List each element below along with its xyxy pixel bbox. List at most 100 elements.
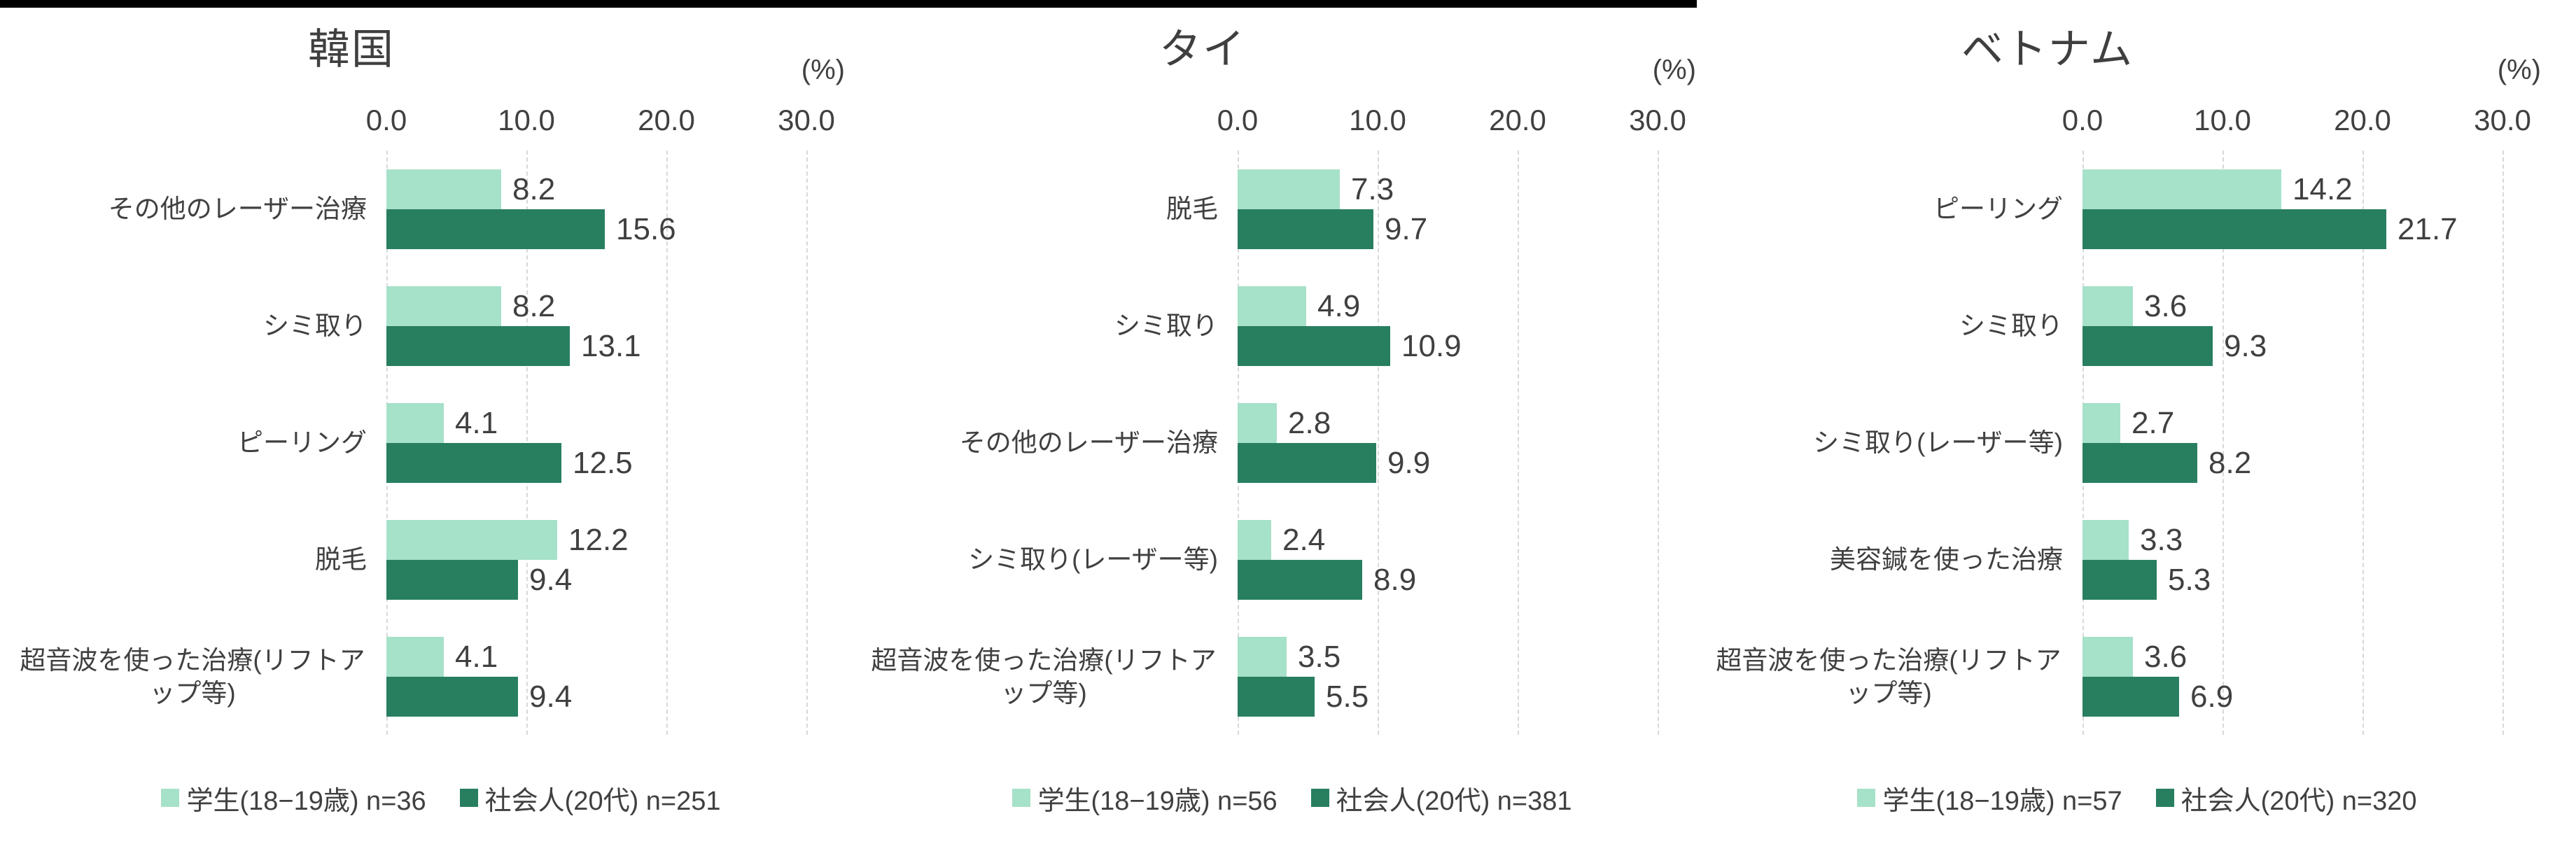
legend-label: 社会人(20代) n=381: [1336, 786, 1572, 816]
legend-label: 社会人(20代) n=320: [2180, 786, 2417, 816]
category-label: シミ取り(レーザー等): [1704, 384, 2073, 501]
category-label: 超音波を使った治療(リフトアップ等): [8, 618, 377, 735]
bar-value-label: 3.5: [1298, 640, 1341, 674]
category-label-text: 脱毛: [315, 545, 367, 574]
category-label-text: シミ取り: [1114, 311, 1218, 340]
bar-adult: [1238, 326, 1390, 366]
category-label: 超音波を使った治療(リフトアップ等): [1704, 618, 2073, 735]
category-label-text: その他のレーザー治療: [959, 428, 1218, 457]
chart-title: タイ: [1159, 26, 1246, 73]
category-label-text: シミ取り: [1959, 311, 2063, 340]
bar-value-label: 4.1: [455, 406, 498, 440]
bar-value-label: 8.2: [2208, 446, 2252, 480]
legend: 学生(18−19歳) n=56 社会人(20代) n=381: [860, 775, 1725, 820]
category-label-text: 超音波を使った治療(リフトアップ等): [871, 645, 1217, 708]
bar-value-label: 4.1: [455, 640, 498, 674]
bar-student: [1238, 169, 1340, 209]
bar-student: [1238, 286, 1306, 326]
bar-value-label: 21.7: [2398, 212, 2458, 246]
category-label: ピーリング: [1704, 150, 2073, 267]
gridline: [666, 150, 668, 735]
axis-tick-label: 0.0: [2062, 104, 2104, 136]
category-label-text: 超音波を使った治療(リフトアップ等): [20, 645, 365, 708]
gridline: [1518, 150, 1519, 735]
category-label-text: 脱毛: [1166, 195, 1218, 223]
gridline: [2362, 150, 2364, 735]
bar-value-label: 9.9: [1387, 446, 1431, 480]
axis-tick-label: 0.0: [1217, 104, 1259, 136]
gridline: [1378, 150, 1379, 735]
bar-adult: [386, 677, 518, 717]
legend-item: 社会人(20代) n=251: [459, 779, 721, 817]
legend-item: 社会人(20代) n=381: [1310, 779, 1572, 817]
bar-adult: [386, 443, 561, 483]
bar-adult: [2082, 326, 2213, 366]
category-label: シミ取り: [860, 267, 1228, 384]
chart-title: ベトナム: [1961, 26, 2134, 73]
legend: 学生(18−19歳) n=57 社会人(20代) n=320: [1704, 775, 2570, 820]
bar-adult: [1238, 677, 1315, 717]
category-label-text: シミ取り(レーザー等): [1813, 428, 2063, 457]
bar-value-label: 3.6: [2144, 289, 2188, 323]
bar-adult: [1238, 209, 1373, 249]
legend-label: 学生(18−19歳) n=56: [1037, 786, 1278, 816]
bar-value-label: 9.3: [2224, 329, 2267, 363]
bar-value-label: 2.8: [1288, 406, 1331, 440]
category-label: その他のレーザー治療: [860, 384, 1228, 501]
category-label: その他のレーザー治療: [8, 150, 377, 267]
bar-adult: [2082, 560, 2157, 600]
bar-adult: [1238, 560, 1362, 600]
bar-value-label: 5.5: [1326, 680, 1369, 714]
bar-student: [2082, 286, 2133, 326]
axis-unit-label: (%): [801, 55, 845, 85]
bar-value-label: 7.3: [1351, 172, 1394, 206]
legend-marker-student: [1857, 789, 1876, 807]
legend-marker-adult: [1310, 789, 1329, 807]
axis-unit-label: (%): [1652, 55, 1696, 85]
legend-item: 学生(18−19歳) n=57: [1857, 779, 2122, 817]
axis-tick-label: 30.0: [1629, 104, 1686, 136]
legend-item: 学生(18−19歳) n=56: [1012, 779, 1278, 817]
chart-thailand: タイ (%) 0.0 10.0 20.0 30.0 7.3 9.7 4.9 10.9 2…: [860, 0, 1718, 844]
axis-tick-label: 0.0: [365, 104, 407, 136]
category-label-text: ピーリング: [237, 428, 367, 457]
bar-value-label: 12.2: [568, 523, 629, 557]
legend-item: 学生(18−19歳) n=36: [161, 779, 426, 817]
bar-adult: [386, 326, 570, 366]
bar-adult: [2082, 443, 2197, 483]
category-label: シミ取り: [1704, 267, 2073, 384]
bar-student: [386, 286, 501, 326]
bar-adult: [2082, 209, 2386, 249]
bar-value-label: 3.6: [2144, 640, 2188, 674]
category-label: ピーリング: [8, 384, 377, 501]
bar-student: [2082, 520, 2129, 560]
bar-student: [386, 637, 444, 677]
bar-value-label: 3.3: [2140, 523, 2183, 557]
gridline: [2222, 150, 2224, 735]
legend-marker-adult: [2155, 789, 2174, 807]
gridline: [2502, 150, 2504, 735]
bar-adult: [2082, 677, 2179, 717]
legend-marker-adult: [459, 789, 478, 807]
bar-student: [386, 520, 557, 560]
bar-value-label: 6.9: [2190, 680, 2234, 714]
category-label-text: ピーリング: [1933, 195, 2063, 223]
category-label: 脱毛: [860, 150, 1228, 267]
category-label: 超音波を使った治療(リフトアップ等): [860, 618, 1228, 735]
bar-adult: [386, 209, 605, 249]
axis-tick-label: 20.0: [1489, 104, 1546, 136]
bar-student: [1238, 637, 1287, 677]
bar-student: [386, 403, 444, 443]
chart-vietnam: ベトナム (%) 0.0 10.0 20.0 30.0 14.2 21.7 3.6 9…: [1704, 0, 2563, 844]
bar-student: [386, 169, 501, 209]
bar-student: [1238, 520, 1271, 560]
bar-value-label: 9.4: [529, 680, 573, 714]
axis-tick-label: 10.0: [2194, 104, 2251, 136]
bar-student: [2082, 169, 2281, 209]
bar-student: [2082, 403, 2120, 443]
category-label: 脱毛: [8, 501, 377, 618]
legend-label: 社会人(20代) n=251: [484, 786, 721, 816]
plot-area: 8.2 15.6 8.2 13.1 4.1 12.5 12.2 9.4 4.1 9.4: [386, 150, 808, 735]
axis-unit-label: (%): [2497, 55, 2541, 85]
